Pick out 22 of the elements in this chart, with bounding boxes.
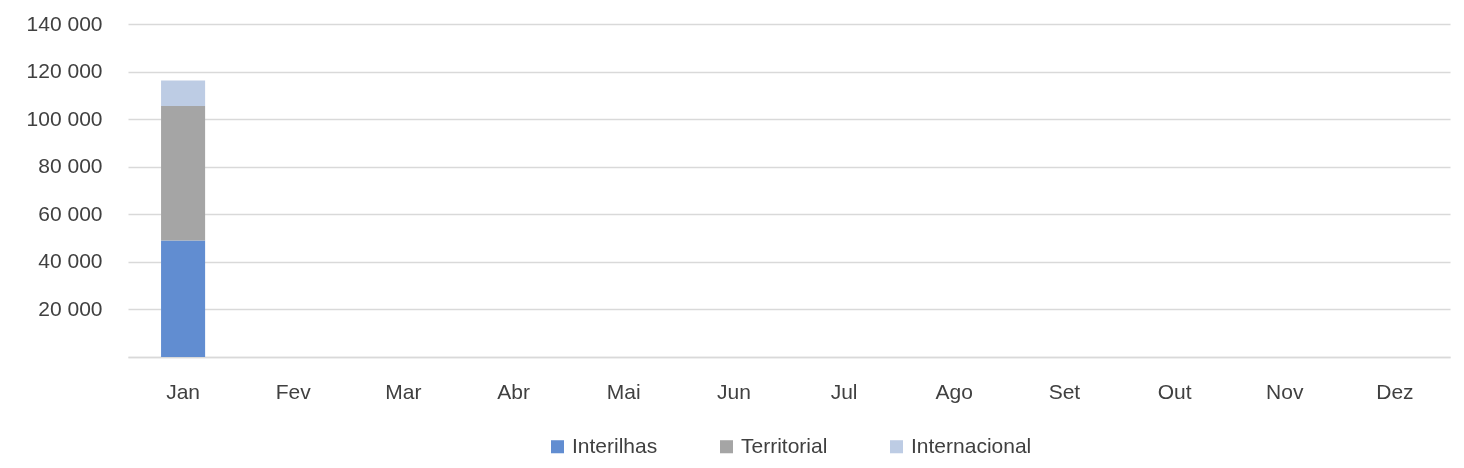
- legend-label: Internacional: [911, 433, 1032, 457]
- y-tick-label: 20 000: [38, 296, 103, 320]
- x-tick-label: Fev: [275, 379, 312, 403]
- x-tick-label: Ago: [935, 379, 973, 403]
- y-tick-label: 40 000: [38, 249, 103, 273]
- legend-label: Interilhas: [572, 433, 658, 457]
- x-tick-label: Jun: [716, 379, 751, 403]
- x-tick-label: Out: [1157, 379, 1192, 403]
- legend-label: Territorial: [741, 433, 828, 457]
- x-tick-label: Set: [1048, 379, 1081, 403]
- x-tick-label: Dez: [1376, 379, 1414, 403]
- x-tick-label: Abr: [497, 379, 530, 403]
- x-tick-label: Mai: [606, 379, 641, 403]
- y-tick-label: 100 000: [26, 106, 103, 130]
- x-tick-label: Jul: [830, 379, 858, 403]
- y-tick-label: 60 000: [38, 201, 103, 225]
- x-tick-label: Nov: [1266, 379, 1304, 403]
- y-tick-label: 120 000: [26, 59, 103, 83]
- x-tick-label: Mar: [385, 379, 422, 403]
- x-tick-label: Jan: [166, 379, 201, 403]
- y-tick-label: 140 000: [26, 11, 103, 35]
- y-tick-label: 80 000: [38, 154, 103, 178]
